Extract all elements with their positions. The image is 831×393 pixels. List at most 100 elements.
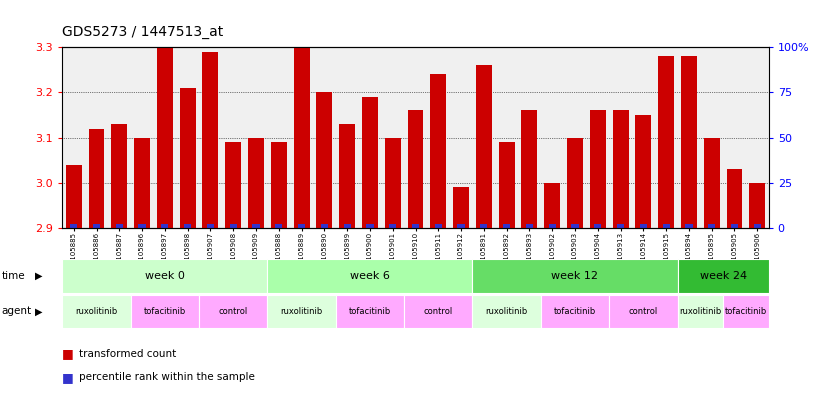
Bar [385, 138, 401, 228]
Text: percentile rank within the sample: percentile rank within the sample [79, 372, 255, 382]
Bar [203, 51, 219, 228]
Bar [541, 295, 609, 328]
Bar [686, 224, 692, 228]
Text: ruxolitinib: ruxolitinib [76, 307, 118, 316]
Text: control: control [424, 307, 453, 316]
Bar [248, 138, 264, 228]
Bar [704, 138, 720, 228]
Bar [503, 224, 510, 228]
Bar [271, 142, 287, 228]
Bar [412, 224, 419, 228]
Bar [339, 124, 355, 228]
Text: ■: ■ [62, 347, 74, 360]
Bar [572, 224, 578, 228]
Bar [499, 142, 514, 228]
Text: time: time [2, 271, 25, 281]
Text: tofacitinib: tofacitinib [349, 307, 391, 316]
Bar [430, 74, 446, 228]
Bar [681, 56, 697, 228]
Bar [453, 187, 469, 228]
Bar [93, 224, 100, 228]
Bar [473, 259, 677, 293]
Bar [612, 110, 628, 228]
Text: tofacitinib: tofacitinib [554, 307, 596, 316]
Bar [336, 295, 404, 328]
Bar [458, 224, 465, 228]
Bar [293, 47, 309, 228]
Bar [473, 295, 541, 328]
Bar [636, 115, 652, 228]
Bar [609, 295, 677, 328]
Text: week 12: week 12 [552, 271, 598, 281]
Bar [617, 224, 624, 228]
Bar [317, 92, 332, 228]
Bar [229, 224, 237, 228]
Bar [130, 295, 199, 328]
Bar [522, 110, 538, 228]
Bar [253, 224, 259, 228]
Bar [111, 124, 127, 228]
Bar [116, 224, 123, 228]
Bar [268, 295, 336, 328]
Bar [184, 224, 191, 228]
Bar [567, 138, 583, 228]
Bar [157, 47, 173, 228]
Bar [480, 224, 488, 228]
Bar [590, 110, 606, 228]
Bar [275, 224, 283, 228]
Bar [708, 224, 715, 228]
Text: week 6: week 6 [350, 271, 390, 281]
Text: transformed count: transformed count [79, 349, 176, 359]
Text: ruxolitinib: ruxolitinib [280, 307, 322, 316]
Bar [161, 224, 169, 228]
Text: tofacitinib: tofacitinib [725, 307, 767, 316]
Bar [366, 224, 373, 228]
Bar [343, 224, 351, 228]
Bar [134, 138, 150, 228]
Bar [526, 224, 533, 228]
Text: ruxolitinib: ruxolitinib [679, 307, 721, 316]
Text: ruxolitinib: ruxolitinib [485, 307, 528, 316]
Bar [404, 295, 473, 328]
Bar [544, 183, 560, 228]
Bar [89, 129, 105, 228]
Text: control: control [629, 307, 658, 316]
Bar [723, 295, 769, 328]
Bar [754, 224, 761, 228]
Bar [750, 183, 765, 228]
Text: GDS5273 / 1447513_at: GDS5273 / 1447513_at [62, 25, 224, 39]
Bar [640, 224, 647, 228]
Text: week 24: week 24 [700, 271, 747, 281]
Text: control: control [219, 307, 248, 316]
Bar [139, 224, 145, 228]
Bar [207, 224, 214, 228]
Text: week 0: week 0 [145, 271, 184, 281]
Text: ▶: ▶ [35, 271, 42, 281]
Text: agent: agent [2, 307, 32, 316]
Bar [362, 97, 378, 228]
Bar [476, 65, 492, 228]
Bar [594, 224, 602, 228]
Bar [677, 259, 769, 293]
Bar [66, 165, 81, 228]
Bar [658, 56, 674, 228]
Bar [407, 110, 424, 228]
Bar [389, 224, 396, 228]
Bar [62, 295, 130, 328]
Bar [199, 295, 268, 328]
Text: ■: ■ [62, 371, 74, 384]
Bar [225, 142, 241, 228]
Bar [298, 224, 305, 228]
Bar [726, 169, 742, 228]
Bar [548, 224, 556, 228]
Bar [731, 224, 738, 228]
Bar [662, 224, 670, 228]
Bar [677, 295, 723, 328]
Bar [435, 224, 442, 228]
Bar [268, 259, 473, 293]
Text: ▶: ▶ [35, 307, 42, 316]
Bar [62, 259, 268, 293]
Bar [321, 224, 328, 228]
Bar [70, 224, 77, 228]
Bar [179, 88, 195, 228]
